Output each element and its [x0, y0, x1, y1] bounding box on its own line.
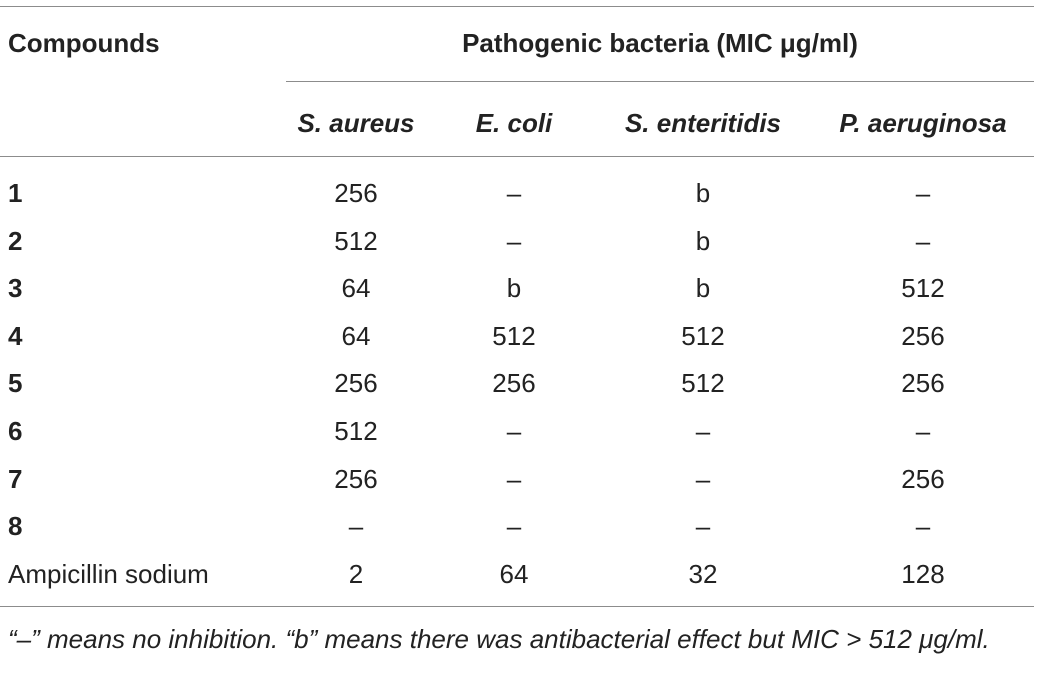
header-bottom-rule	[0, 156, 1034, 157]
row-label: Ampicillin sodium	[8, 559, 209, 589]
table-cell: 256	[901, 368, 945, 398]
table-cell: –	[695, 511, 711, 541]
row-label: 8	[8, 511, 23, 541]
table-cell: 2	[348, 559, 364, 589]
table-cell: –	[348, 511, 364, 541]
table-cell: 512	[901, 273, 945, 303]
table-cell: –	[915, 416, 931, 446]
table-cell: b	[695, 273, 711, 303]
table-cell: 64	[341, 273, 371, 303]
table-cell: 512	[492, 321, 536, 351]
table-cell: –	[506, 226, 522, 256]
table-cell: 512	[681, 368, 725, 398]
column-header-p-aeruginosa: P. aeruginosa	[839, 108, 1007, 138]
pathogenic-bacteria-header: Pathogenic bacteria (MIC μg/ml)	[462, 28, 858, 58]
table-cell: –	[915, 511, 931, 541]
table-cell: 256	[901, 321, 945, 351]
table-cell: –	[506, 511, 522, 541]
row-label: 4	[8, 321, 23, 351]
column-header-s-enteritidis: S. enteritidis	[624, 108, 782, 138]
table-cell: 64	[499, 559, 529, 589]
table-cell: –	[695, 416, 711, 446]
row-label: 3	[8, 273, 23, 303]
row-label: 1	[8, 178, 23, 208]
table-cell: 256	[334, 464, 378, 494]
table-cell: 512	[681, 321, 725, 351]
table-cell: 128	[901, 559, 945, 589]
group-header-rule	[286, 81, 1034, 82]
table-top-rule	[0, 6, 1034, 7]
column-header-s-aureus: S. aureus	[297, 108, 415, 138]
table-cell: b	[695, 226, 711, 256]
table-cell: –	[506, 464, 522, 494]
table-cell: 512	[334, 416, 378, 446]
table-cell: 256	[334, 368, 378, 398]
table-bottom-rule	[0, 606, 1034, 607]
table-cell: 256	[901, 464, 945, 494]
row-label: 7	[8, 464, 23, 494]
table-cell: b	[506, 273, 522, 303]
table-cell: –	[695, 464, 711, 494]
row-label: 6	[8, 416, 23, 446]
table-cell: –	[915, 226, 931, 256]
table-cell: 256	[334, 178, 378, 208]
row-label: 5	[8, 368, 23, 398]
compounds-header: Compounds	[8, 28, 160, 58]
table-cell: –	[506, 416, 522, 446]
table-cell: –	[506, 178, 522, 208]
column-header-e-coli: E. coli	[475, 108, 553, 138]
table-cell: 32	[688, 559, 718, 589]
table-cell: b	[695, 178, 711, 208]
table-cell: 64	[341, 321, 371, 351]
table-footnote: “–” means no inhibition. “b” means there…	[8, 624, 990, 654]
table-cell: 512	[334, 226, 378, 256]
table-cell: –	[915, 178, 931, 208]
row-label: 2	[8, 226, 23, 256]
table-cell: 256	[492, 368, 536, 398]
